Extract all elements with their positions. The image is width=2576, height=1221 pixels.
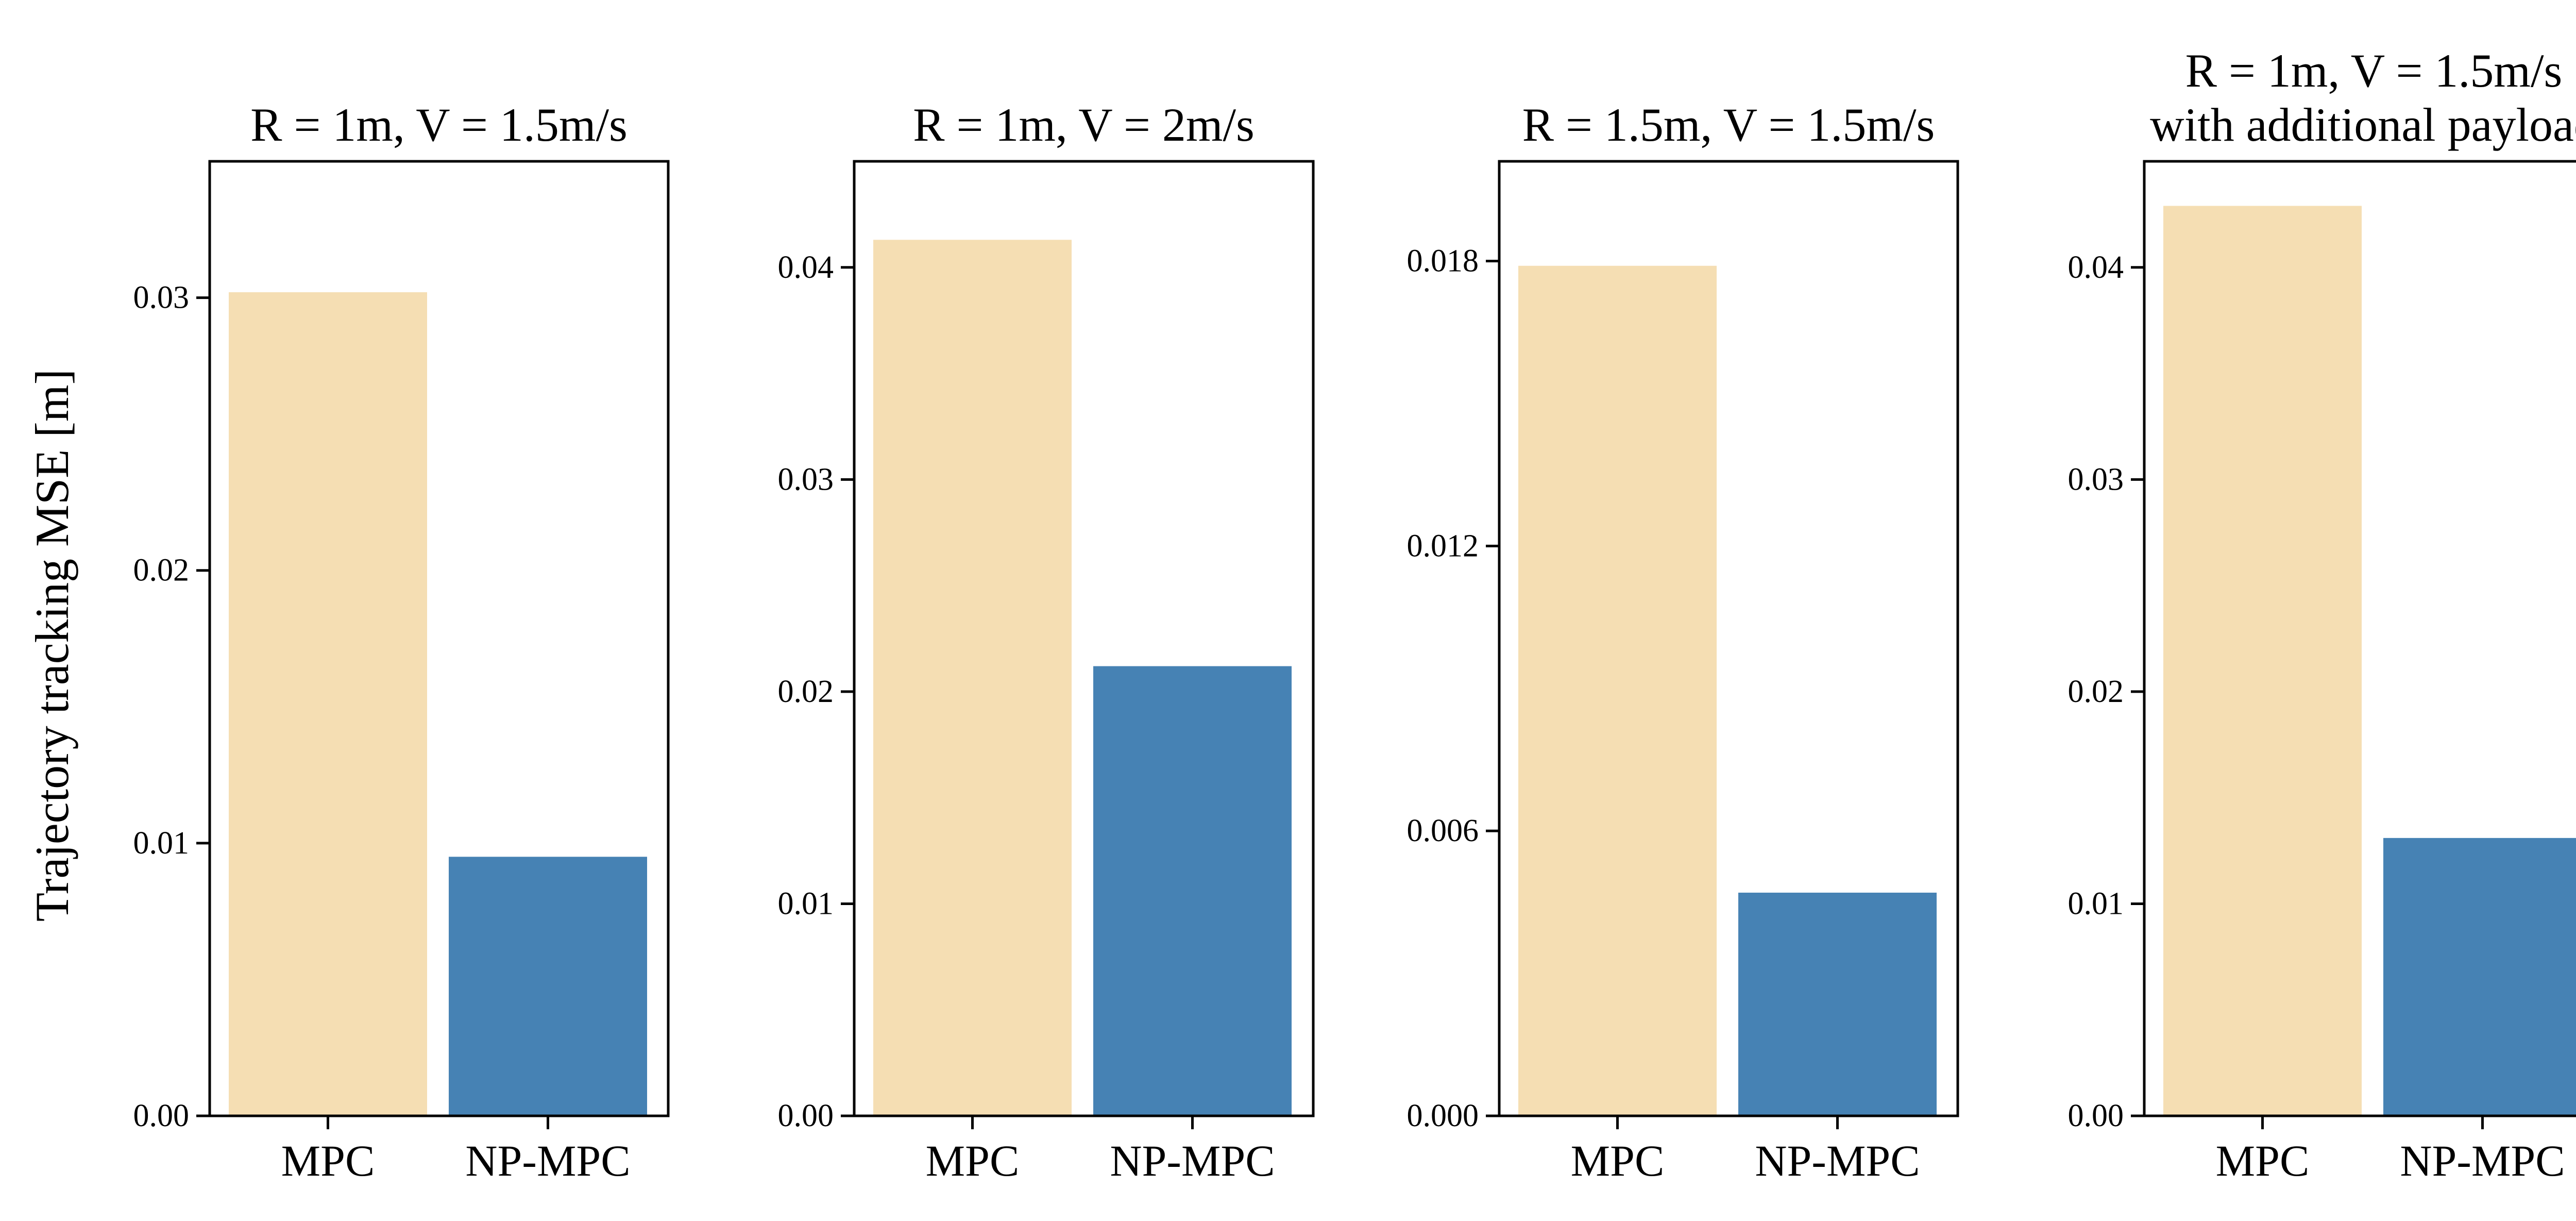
x-tick-label: MPC (2216, 1136, 2310, 1185)
x-tick-label: NP-MPC (1110, 1136, 1275, 1185)
bar-mpc (2163, 206, 2362, 1116)
y-tick-label: 0.03 (778, 462, 834, 497)
bar-mpc (1518, 265, 1717, 1116)
subplot-1: 0.00 0.01 0.02 0.03 MPC NP-MPC R = 1m, V = 1.5… (133, 98, 670, 1185)
y-tick-label: 0.02 (2068, 674, 2124, 709)
subplot-2: 0.00 0.01 0.02 0.03 0.04 MPC NP-MPC R = 1m, V =… (778, 98, 1315, 1185)
y-tick-label: 0.01 (133, 826, 190, 861)
bar-mpc (229, 292, 427, 1116)
bar-np-mpc (2383, 838, 2576, 1116)
y-tick-label: 0.02 (133, 553, 190, 588)
x-tick-label: MPC (281, 1136, 375, 1185)
x-tick-label: MPC (1571, 1136, 1665, 1185)
y-tick-label: 0.01 (2068, 886, 2124, 921)
y-tick-label: 0.006 (1407, 813, 1479, 848)
subplot-4: 0.00 0.01 0.02 0.03 0.04 MPC NP-MPC R = 1m, V =… (2068, 44, 2576, 1185)
plot-frame (853, 160, 1315, 1117)
plot-frame (208, 160, 670, 1117)
subplot-title: with additional payload (2150, 98, 2576, 151)
y-tick-label: 0.03 (133, 280, 190, 315)
y-tick-label: 0.018 (1407, 243, 1479, 278)
y-tick-label: 0.012 (1407, 528, 1479, 563)
subplot-3: 0.000 0.006 0.012 0.018 MPC NP-MPC R = 1.5m, V… (1407, 98, 1959, 1185)
y-tick-label: 0.00 (2068, 1098, 2124, 1133)
subplot-title: R = 1m, V = 2m/s (913, 98, 1255, 151)
x-tick-label: MPC (926, 1136, 1020, 1185)
plot-frame (2143, 160, 2576, 1117)
subplot-title: R = 1m, V = 1.5m/s (2185, 44, 2563, 97)
x-tick-label: NP-MPC (2400, 1136, 2565, 1185)
bar-np-mpc (449, 857, 647, 1116)
subplot-title: R = 1.5m, V = 1.5m/s (1522, 98, 1935, 151)
bar-np-mpc (1093, 666, 1292, 1116)
y-tick-label: 0.02 (778, 674, 834, 709)
x-tick-label: NP-MPC (465, 1136, 630, 1185)
bar-mpc (873, 240, 1072, 1116)
subplots: 0.00 0.01 0.02 0.03 MPC NP-MPC R = 1m, V = 1.5… (133, 44, 2576, 1185)
y-tick-label: 0.00 (133, 1098, 190, 1133)
y-tick-label: 0.00 (778, 1098, 834, 1133)
y-tick-label: 0.01 (778, 886, 834, 921)
y-tick-label: 0.000 (1407, 1098, 1479, 1133)
y-tick-label: 0.04 (778, 250, 834, 285)
y-tick-label: 0.04 (2068, 250, 2124, 285)
subplot-title: R = 1m, V = 1.5m/s (250, 98, 628, 151)
y-tick-label: 0.03 (2068, 462, 2124, 497)
x-tick-label: NP-MPC (1755, 1136, 1920, 1185)
y-axis-label: Trajectory tracking MSE [m] (26, 369, 78, 922)
bar-np-mpc (1738, 892, 1937, 1116)
plot-frame (1498, 160, 1959, 1117)
